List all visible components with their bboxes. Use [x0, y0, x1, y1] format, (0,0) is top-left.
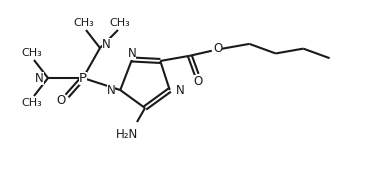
Text: H₂N: H₂N — [116, 129, 138, 141]
Text: N: N — [35, 72, 44, 84]
Text: CH₃: CH₃ — [22, 98, 42, 108]
Text: CH₃: CH₃ — [22, 48, 42, 58]
Text: O: O — [213, 42, 223, 55]
Text: N: N — [128, 47, 137, 60]
Text: P: P — [79, 72, 87, 84]
Text: N: N — [107, 83, 115, 97]
Text: CH₃: CH₃ — [110, 18, 130, 28]
Text: N: N — [176, 83, 184, 97]
Text: O: O — [56, 95, 66, 107]
Text: O: O — [193, 75, 202, 88]
Text: N: N — [102, 38, 111, 50]
Text: CH₃: CH₃ — [74, 18, 95, 28]
